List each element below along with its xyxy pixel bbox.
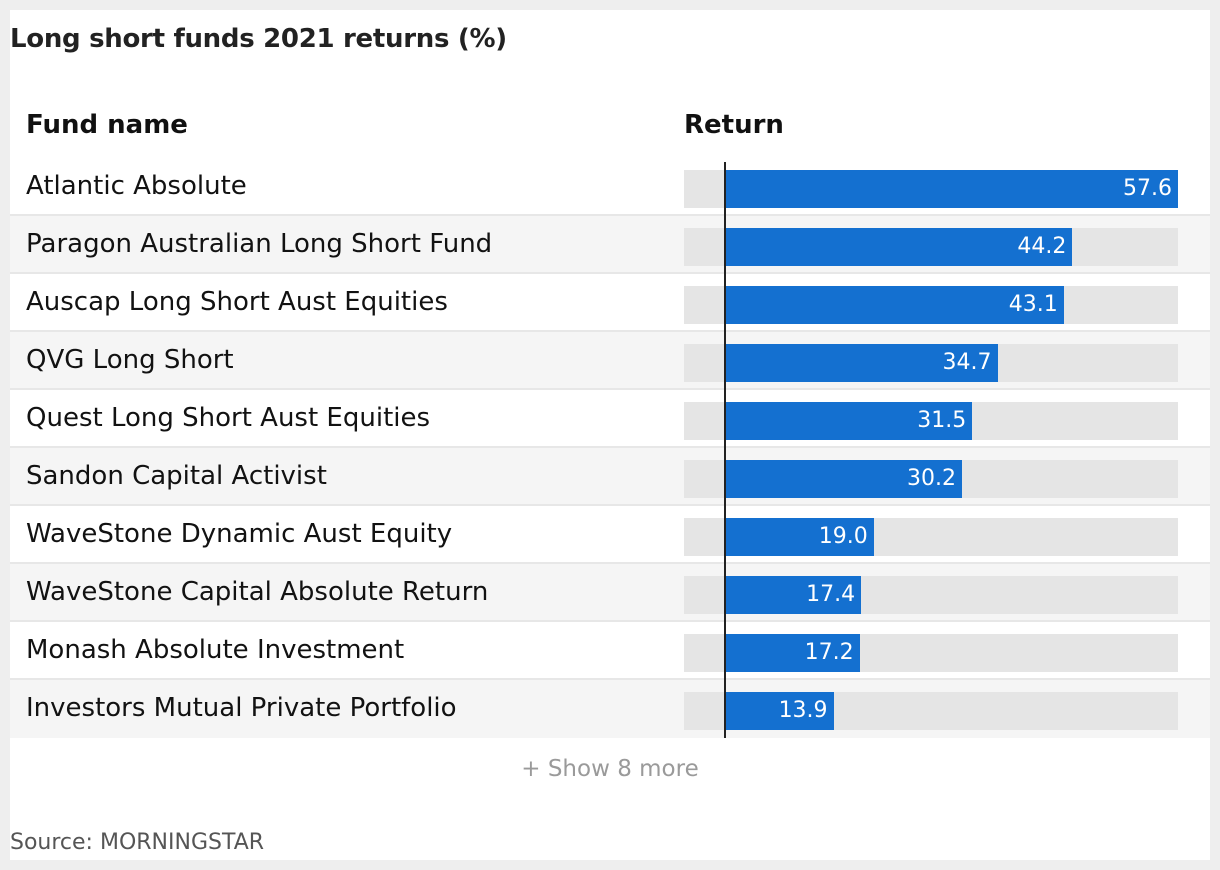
table-row: Quest Long Short Aust Equities 31.5 <box>10 390 1210 448</box>
table-row: Monash Absolute Investment 17.2 <box>10 622 1210 680</box>
return-bar: 34.7 <box>724 344 998 382</box>
table-row: WaveStone Dynamic Aust Equity 19.0 <box>10 506 1210 564</box>
return-value-label: 19.0 <box>818 524 868 549</box>
fund-name: Investors Mutual Private Portfolio <box>26 693 457 723</box>
fund-name: WaveStone Dynamic Aust Equity <box>26 519 453 549</box>
return-value-label: 31.5 <box>917 408 967 433</box>
return-bar: 30.2 <box>724 460 963 498</box>
fund-name: Paragon Australian Long Short Fund <box>26 229 493 259</box>
table-row: Paragon Australian Long Short Fund 44.2 <box>10 216 1210 274</box>
fund-name: Auscap Long Short Aust Equities <box>26 287 448 317</box>
table-row: Investors Mutual Private Portfolio 13.9 <box>10 680 1210 738</box>
table-row: Sandon Capital Activist 30.2 <box>10 448 1210 506</box>
return-bar: 44.2 <box>724 228 1073 266</box>
fund-name: Atlantic Absolute <box>26 171 247 201</box>
bar-track: 34.7 <box>684 344 1178 382</box>
return-value-label: 43.1 <box>1008 292 1058 317</box>
return-value-label: 17.4 <box>806 582 856 607</box>
return-bar: 57.6 <box>724 170 1178 208</box>
bar-track: 57.6 <box>684 170 1178 208</box>
bar-track: 30.2 <box>684 460 1178 498</box>
chart-title: Long short funds 2021 returns (%) <box>10 24 507 54</box>
fund-name: Quest Long Short Aust Equities <box>26 403 431 433</box>
bar-track: 44.2 <box>684 228 1178 266</box>
zero-axis-line <box>724 162 726 738</box>
return-value-label: 34.7 <box>942 350 992 375</box>
return-header: Return <box>684 110 784 140</box>
return-bar: 13.9 <box>724 692 834 730</box>
source-note: Source: MORNINGSTAR <box>10 830 265 855</box>
table-row: WaveStone Capital Absolute Return 17.4 <box>10 564 1210 622</box>
return-bar: 19.0 <box>724 518 874 556</box>
bar-track: 17.2 <box>684 634 1178 672</box>
return-value-label: 44.2 <box>1017 234 1067 259</box>
bar-track: 17.4 <box>684 576 1178 614</box>
fund-name: Sandon Capital Activist <box>26 461 327 491</box>
return-bar: 31.5 <box>724 402 973 440</box>
fund-name: Monash Absolute Investment <box>26 635 405 665</box>
table-row: Atlantic Absolute 57.6 <box>10 158 1210 216</box>
show-more-button[interactable]: + Show 8 more <box>521 756 699 782</box>
table-row: Auscap Long Short Aust Equities 43.1 <box>10 274 1210 332</box>
bar-track: 19.0 <box>684 518 1178 556</box>
fund-name: WaveStone Capital Absolute Return <box>26 577 489 607</box>
return-bar: 17.2 <box>724 634 860 672</box>
return-value-label: 57.6 <box>1123 176 1172 201</box>
return-bar: 17.4 <box>724 576 862 614</box>
fund-table: Atlantic Absolute 57.6 Paragon Australian … <box>10 158 1210 738</box>
return-value-label: 17.2 <box>804 640 854 665</box>
fund-name: QVG Long Short <box>26 345 234 375</box>
bar-track: 43.1 <box>684 286 1178 324</box>
bar-track: 31.5 <box>684 402 1178 440</box>
table-row: QVG Long Short 34.7 <box>10 332 1210 390</box>
return-value-label: 30.2 <box>907 466 957 491</box>
bar-track: 13.9 <box>684 692 1178 730</box>
return-value-label: 13.9 <box>778 698 828 723</box>
chart-card: Long short funds 2021 returns (%) Fund n… <box>10 10 1210 860</box>
return-bar: 43.1 <box>724 286 1064 324</box>
fund-name-header: Fund name <box>26 110 188 140</box>
